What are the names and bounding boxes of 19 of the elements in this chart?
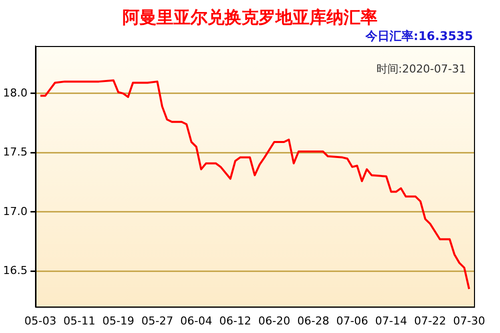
x-tick-label: 07-22 — [414, 314, 446, 328]
x-tick-label: 07-30 — [453, 314, 486, 328]
x-tick-label: 05-27 — [141, 314, 174, 328]
y-tick-label: 16.5 — [2, 264, 28, 278]
annotation: 时间:2020-07-31 — [376, 62, 466, 76]
x-tick-label: 07-14 — [375, 314, 408, 328]
chart-subtitle: 今日汇率:16.3535 — [366, 28, 473, 45]
x-tick-label: 05-19 — [102, 314, 134, 328]
y-tick-label: 17.0 — [2, 204, 28, 218]
x-tick-label: 06-20 — [258, 314, 290, 328]
x-tick-label: 06-12 — [219, 314, 252, 328]
chart-title: 阿曼里亚尔兑换克罗地亚库纳汇率 — [122, 7, 378, 29]
x-tick-label: 06-04 — [180, 314, 212, 328]
x-tick-label: 07-06 — [336, 314, 368, 328]
y-tick-label: 17.5 — [2, 146, 28, 159]
x-tick-label: 05-03 — [24, 314, 56, 328]
x-tick-label: 05-11 — [63, 314, 96, 328]
x-tick-label: 06-28 — [297, 314, 330, 328]
y-tick-label: 18.0 — [2, 86, 28, 100]
